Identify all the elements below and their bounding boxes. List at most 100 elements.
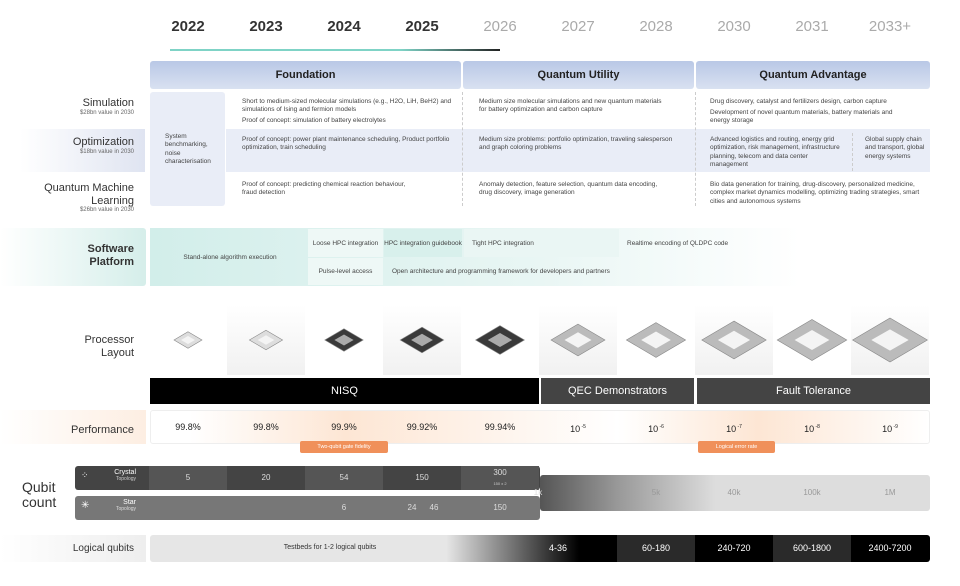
optimization-row-bg bbox=[20, 129, 145, 172]
star-qubit-value: 150 bbox=[493, 503, 507, 512]
processor-chip-image bbox=[461, 305, 539, 375]
sw-hpc-guidebook: HPC integration guidebook bbox=[384, 229, 462, 257]
sw-open-architecture: Open architecture and programming framew… bbox=[392, 268, 610, 275]
star-qubit-value: 46 bbox=[429, 503, 439, 512]
processor-chip-image bbox=[695, 305, 773, 375]
sim-advantage-2: Development of novel quantum materials, … bbox=[710, 109, 893, 125]
opt-foundation: Proof of concept: power plant maintenanc… bbox=[242, 136, 450, 152]
phase-quantum-utility: Quantum Utility bbox=[463, 61, 694, 89]
base: 10 bbox=[570, 424, 581, 434]
era-nisq: NISQ bbox=[150, 378, 539, 404]
year-label: 2027 bbox=[561, 18, 595, 35]
year-label: 2028 bbox=[639, 18, 673, 35]
opt-advantage: Advanced logistics and routing, energy g… bbox=[710, 136, 840, 169]
performance-value: 99.92% bbox=[406, 422, 438, 432]
era-qec: QEC Demonstrators bbox=[541, 378, 694, 404]
phase-foundation: Foundation bbox=[150, 61, 461, 89]
divider bbox=[462, 92, 463, 206]
divider bbox=[695, 92, 696, 206]
tag-logical-error-rate: Logical error rate bbox=[698, 441, 775, 453]
performance-band bbox=[150, 410, 930, 444]
crystal-qubit-value: 300 bbox=[493, 468, 507, 477]
crystal-cell-shade bbox=[305, 466, 383, 490]
year-label: 2023 bbox=[249, 18, 283, 35]
star-qubit-value: 6 bbox=[341, 503, 347, 512]
processor-chip-image bbox=[851, 305, 929, 375]
divider bbox=[852, 133, 853, 171]
star-name: Star Topology bbox=[100, 499, 136, 512]
merged-qubit-value: 40k bbox=[727, 488, 741, 497]
performance-label-bg bbox=[0, 410, 146, 444]
merged-qubit-value: 1k bbox=[533, 488, 543, 497]
value: $28bn value in 2030 bbox=[79, 109, 134, 116]
year-label: 2022 bbox=[171, 18, 205, 35]
logical-testbeds: Testbeds for 1-2 logical qubits bbox=[283, 544, 377, 551]
crystal-icon: ⁘ bbox=[81, 470, 89, 480]
base: 10 bbox=[804, 424, 815, 434]
base: 10 bbox=[648, 424, 659, 434]
sw-standalone: Stand-alone algorithm execution bbox=[183, 253, 277, 261]
logical-qubit-value: 2400-7200 bbox=[868, 543, 912, 553]
performance-value: 10 -7 bbox=[695, 410, 773, 444]
merged-qubit-value: 100k bbox=[803, 488, 821, 497]
year-label: 2033+ bbox=[868, 18, 912, 35]
crystal-qubit-value: 150 bbox=[415, 473, 429, 482]
sw-tight-hpc: Tight HPC integration bbox=[464, 229, 619, 257]
merged-qubit-band bbox=[540, 475, 930, 511]
crystal-cell-shade bbox=[149, 466, 227, 490]
logical-qubit-value: 600-1800 bbox=[773, 535, 851, 562]
processor-chip-image bbox=[539, 305, 617, 375]
tag-two-qubit-fidelity: Two-qubit gate fidelity bbox=[300, 441, 388, 453]
exponent: -8 bbox=[814, 424, 820, 430]
logical-qubit-value: 60-180 bbox=[617, 535, 695, 562]
opt-advantage-2: Global supply chain and transport, globa… bbox=[865, 136, 925, 160]
processor-chip-image bbox=[617, 305, 695, 375]
qubit-count-label: Qubit count bbox=[22, 479, 57, 511]
star-bar bbox=[75, 496, 540, 520]
sub: Topology bbox=[115, 506, 136, 512]
name: Star bbox=[123, 499, 136, 506]
performance-value: 99.9% bbox=[331, 422, 357, 432]
year-label: 2025 bbox=[405, 18, 439, 35]
processor-chip-image bbox=[383, 305, 461, 375]
year-label: 2026 bbox=[483, 18, 517, 35]
qml-foundation: Proof of concept: predicting chemical re… bbox=[242, 181, 406, 197]
performance-value: 10 -6 bbox=[617, 410, 695, 444]
optimization-label: Optimization $18bn value in 2030 bbox=[73, 136, 134, 156]
exponent: -7 bbox=[736, 424, 742, 430]
optimization-band bbox=[226, 129, 930, 172]
sim-foundation-2: Proof of concept: simulation of battery … bbox=[242, 117, 386, 124]
benchmark-box bbox=[150, 92, 225, 206]
benchmark-text: System benchmarking, noise characterisat… bbox=[165, 133, 211, 166]
sub: Topology bbox=[115, 476, 136, 482]
star-qubit-value: 24 bbox=[407, 503, 417, 512]
software-label: Software Platform bbox=[87, 243, 134, 268]
processor-chip-image bbox=[773, 305, 851, 375]
performance-value: 10 -8 bbox=[773, 410, 851, 444]
exponent: -6 bbox=[658, 424, 664, 430]
sw-pulse-level: Pulse-level access bbox=[308, 258, 383, 285]
performance-value: 99.94% bbox=[484, 422, 516, 432]
merged-qubit-value: 1M bbox=[884, 488, 896, 497]
qml-label: Quantum Machine Learning $26bn value in 2… bbox=[0, 182, 134, 214]
year-label: 2031 bbox=[795, 18, 829, 35]
crystal-qubit-value: 5 bbox=[185, 473, 191, 482]
sw-loose-hpc: Loose HPC integration bbox=[308, 229, 383, 257]
sw-realtime-qldpc: Realtime encoding of QLDPC code bbox=[627, 239, 729, 247]
simulation-label: Simulation $28bn value in 2030 bbox=[80, 97, 134, 117]
processor-label: Processor Layout bbox=[84, 334, 134, 359]
sim-advantage: Drug discovery, catalyst and fertilizers… bbox=[710, 98, 887, 105]
performance-value: 10 -9 bbox=[851, 410, 929, 444]
phase-quantum-advantage: Quantum Advantage bbox=[696, 61, 930, 89]
label: Optimization bbox=[72, 136, 134, 148]
year-label: 2030 bbox=[717, 18, 751, 35]
value: $26bn value in 2030 bbox=[79, 207, 134, 214]
qml-advantage: Bio data generation for training, drug-d… bbox=[710, 181, 920, 205]
value: $18bn value in 2030 bbox=[79, 148, 134, 155]
performance-label: Performance bbox=[71, 424, 134, 436]
logical-qubit-value: 4-36 bbox=[548, 543, 567, 553]
exponent: -9 bbox=[892, 424, 898, 430]
performance-value: 99.8% bbox=[175, 422, 201, 432]
exponent: -5 bbox=[580, 424, 586, 430]
performance-value: 10 -5 bbox=[539, 410, 617, 444]
